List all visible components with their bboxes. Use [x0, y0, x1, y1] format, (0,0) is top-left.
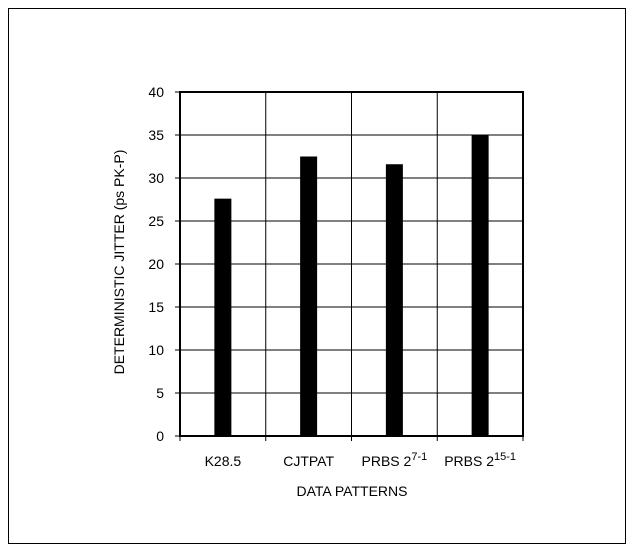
y-tick-label: 35	[148, 127, 164, 143]
y-tick-label: 5	[156, 385, 164, 401]
y-tick-label: 15	[148, 299, 164, 315]
bars	[214, 135, 489, 437]
gridlines	[175, 91, 524, 441]
x-tick-label: PRBS 215-1	[444, 451, 516, 469]
x-axis-label: DATA PATTERNS	[297, 483, 408, 499]
bar	[471, 135, 489, 436]
y-tick-label: 10	[148, 342, 164, 358]
y-axis-label: DETERMINISTIC JITTER (ps PK-P)	[111, 150, 127, 375]
y-tick-label: 25	[148, 213, 164, 229]
x-tick-label: CJTPAT	[283, 453, 334, 469]
x-tick-label: PRBS 27-1	[362, 451, 428, 469]
bar	[300, 156, 318, 436]
x-tick-labels: K28.5 CJTPAT PRBS 27-1 PRBS 215-1	[205, 451, 516, 469]
bar	[385, 164, 403, 437]
y-tick-label: 20	[148, 256, 164, 272]
y-tick-label: 30	[148, 170, 164, 186]
x-tick-label: K28.5	[205, 453, 242, 469]
y-tick-labels: 0 5 10 15 20 25 30 35 40	[148, 84, 164, 444]
y-tick-label: 0	[156, 428, 164, 444]
bar	[214, 198, 232, 436]
y-tick-label: 40	[148, 84, 164, 100]
